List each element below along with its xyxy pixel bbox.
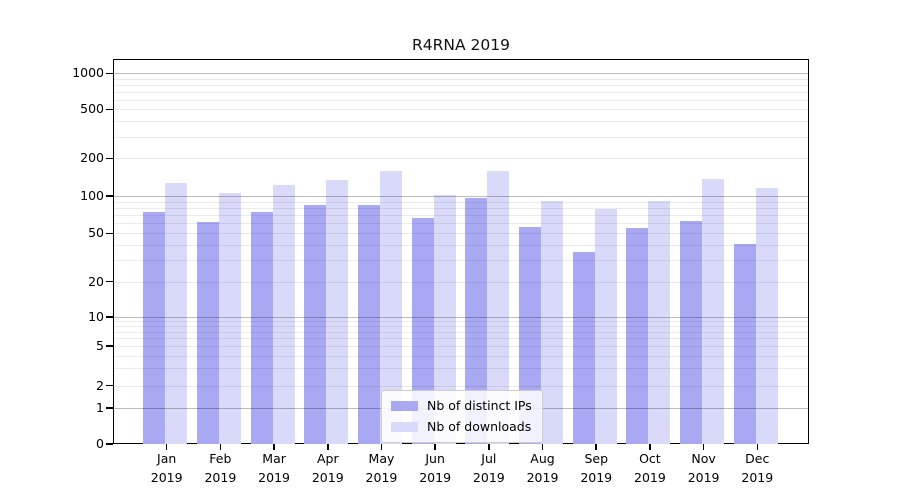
bar-downloads-apr-2019 [326, 180, 349, 444]
x-tick-label: Dec 2019 [741, 451, 774, 485]
y-tick-label: 10 [88, 309, 104, 324]
y-tick-mark [106, 316, 113, 318]
bar-downloads-mar-2019 [272, 185, 295, 444]
x-tick-label: May 2019 [365, 451, 398, 485]
legend-item-distinct-ips: Nb of distinct IPs [391, 395, 532, 416]
x-tick-mark [434, 444, 436, 450]
x-tick-mark [219, 444, 222, 450]
x-tick-label: Aug 2019 [526, 451, 559, 485]
bar-distinct-ips-jun-2019 [411, 218, 434, 444]
y-tick-mark [106, 280, 113, 283]
bar-downloads-may-2019 [379, 170, 402, 444]
x-tick-mark [595, 444, 597, 450]
y-tick-label: 2 [96, 377, 104, 393]
bar-downloads-aug-2019 [541, 200, 564, 444]
bar-distinct-ips-nov-2019 [680, 220, 703, 444]
chart-title: R4RNA 2019 [412, 36, 510, 54]
x-tick-mark [756, 444, 759, 450]
x-tick-label: Jan 2019 [150, 451, 183, 485]
y-tick-label: 100 [80, 188, 104, 203]
legend-item-downloads: Nb of downloads [391, 416, 532, 437]
bar-downloads-oct-2019 [648, 200, 671, 444]
bar-distinct-ips-sep-2019 [572, 252, 595, 444]
y-tick-mark [106, 345, 113, 347]
bar-downloads-nov-2019 [702, 179, 725, 444]
bar-downloads-jun-2019 [433, 194, 456, 444]
y-tick-label: 50 [88, 225, 104, 241]
y-tick-label: 5 [96, 338, 104, 353]
y-tick-mark [106, 443, 113, 445]
y-tick-label: 500 [80, 101, 104, 117]
bar-distinct-ips-jan-2019 [143, 212, 166, 444]
bar-distinct-ips-feb-2019 [196, 221, 219, 444]
x-tick-label: Oct 2019 [634, 451, 666, 485]
bar-distinct-ips-jul-2019 [465, 197, 488, 444]
x-tick-label: Mar 2019 [258, 451, 290, 485]
y-tick-label: 200 [80, 150, 104, 166]
bars-layer [113, 59, 809, 444]
y-tick-mark [106, 232, 113, 235]
x-tick-mark [541, 444, 544, 450]
y-tick-label: 20 [88, 273, 104, 289]
y-tick-mark [106, 157, 113, 160]
y-tick-label: 1 [96, 400, 104, 415]
y-tick-label: 0 [96, 436, 104, 451]
x-tick-label: Sep 2019 [580, 451, 613, 485]
bar-distinct-ips-mar-2019 [250, 212, 273, 444]
downloads-swatch [391, 421, 418, 432]
x-tick-label: Feb 2019 [204, 451, 237, 485]
x-tick-mark [702, 444, 705, 450]
plot-area [113, 59, 809, 444]
bar-downloads-feb-2019 [218, 192, 241, 444]
x-tick-label: Nov 2019 [687, 451, 720, 485]
y-tick-mark [106, 384, 113, 387]
legend: Nb of distinct IPs Nb of downloads [381, 390, 543, 443]
x-tick-mark [327, 444, 329, 450]
bar-downloads-jul-2019 [487, 170, 510, 444]
x-tick-mark [273, 444, 275, 450]
legend-label: Nb of downloads [427, 419, 532, 434]
x-tick-mark [488, 444, 490, 450]
bar-distinct-ips-apr-2019 [304, 205, 327, 444]
x-tick-label: Apr 2019 [311, 451, 344, 485]
bar-distinct-ips-aug-2019 [519, 227, 542, 444]
y-tick-mark [106, 195, 113, 197]
x-tick-mark [380, 444, 383, 450]
x-tick-label: Jun 2019 [419, 451, 452, 485]
y-tick-label: 1000 [72, 65, 104, 81]
y-tick-mark [106, 72, 113, 75]
legend-label: Nb of distinct IPs [427, 398, 532, 413]
distinct-ips-swatch [391, 400, 418, 411]
x-tick-mark [649, 444, 651, 450]
x-tick-label: Jul 2019 [472, 451, 505, 485]
bar-distinct-ips-may-2019 [357, 205, 380, 444]
bar-downloads-sep-2019 [594, 209, 617, 444]
bar-distinct-ips-oct-2019 [626, 228, 649, 444]
bar-downloads-jan-2019 [165, 183, 188, 444]
y-tick-mark [106, 108, 113, 111]
bar-distinct-ips-dec-2019 [733, 243, 756, 444]
x-tick-mark [165, 444, 168, 450]
bar-downloads-dec-2019 [755, 187, 778, 444]
y-tick-mark [106, 407, 113, 409]
